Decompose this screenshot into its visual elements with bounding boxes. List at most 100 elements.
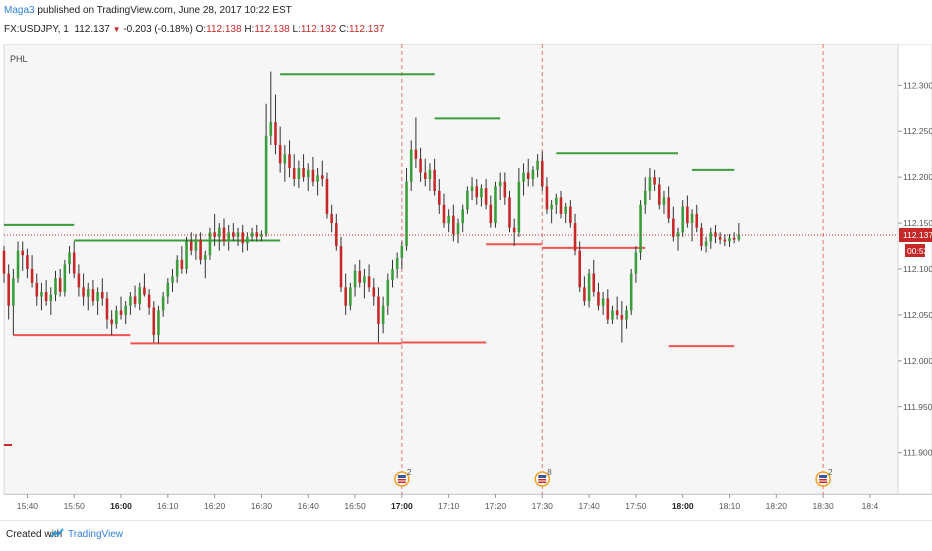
candle-body xyxy=(391,269,394,281)
candle-body xyxy=(68,252,71,265)
candle-body xyxy=(690,213,694,224)
flag-stripe-blue xyxy=(819,475,828,478)
candle-body xyxy=(545,186,549,210)
y-tick-label: 112.300 xyxy=(903,80,932,90)
candle-body xyxy=(583,287,586,302)
candle-body xyxy=(732,237,736,240)
candle-body xyxy=(597,291,600,306)
candle-body xyxy=(587,273,591,302)
candle-body xyxy=(166,282,170,297)
footer: Created with TradingView xyxy=(0,520,932,551)
plot-area[interactable] xyxy=(3,44,899,495)
candle-body xyxy=(82,287,85,297)
y-tick-label: 112.100 xyxy=(903,264,932,274)
candle-body xyxy=(470,186,474,191)
candle-body xyxy=(540,160,544,187)
candle-body xyxy=(512,227,516,233)
candle-body xyxy=(325,179,329,214)
x-tick-label: 17:30 xyxy=(532,501,554,511)
candlestick-chart[interactable]: PHL 112.300112.250112.200112.150112.1001… xyxy=(0,44,932,520)
candle-body xyxy=(667,197,670,219)
candle-body xyxy=(157,310,160,336)
last-price-marker: 112.137 00:52 xyxy=(4,228,932,258)
candle-body xyxy=(555,197,558,205)
candle-body xyxy=(316,175,319,182)
candle-body xyxy=(7,273,10,306)
candle-body xyxy=(611,310,614,320)
pivot-levels xyxy=(4,73,735,348)
low-value: 112.132 xyxy=(300,24,337,35)
candle-body xyxy=(49,294,53,302)
candle-body xyxy=(489,204,493,224)
candle-body xyxy=(171,276,174,283)
x-tick-label: 17:10 xyxy=(438,501,460,511)
flag-stripe-red xyxy=(538,479,547,481)
low-label: L: xyxy=(292,24,301,35)
chart-header: Maga3 published on TradingView.com, June… xyxy=(0,0,932,44)
candle-body xyxy=(35,282,39,297)
flag-stripe-blue xyxy=(538,475,547,478)
candle-body xyxy=(381,305,385,325)
x-tick-label: 18:10 xyxy=(719,501,741,511)
x-tick-label: 16:30 xyxy=(251,501,273,511)
candle-body xyxy=(227,232,230,242)
candle-body xyxy=(686,206,689,224)
change-value: -0.203 (-0.18%) xyxy=(123,24,193,35)
candle-body xyxy=(12,278,15,306)
candle-body xyxy=(175,259,179,277)
candle-body xyxy=(40,291,43,297)
close-value: 112.137 xyxy=(349,24,385,35)
flag-stripe-red xyxy=(538,481,547,483)
candle-body xyxy=(634,252,638,274)
candle-body xyxy=(218,227,221,237)
candle-body xyxy=(658,184,661,205)
candle-body xyxy=(119,310,123,315)
candle-body xyxy=(438,190,441,205)
symbol-label[interactable]: FX:USDJPY, 1 xyxy=(4,24,69,35)
candle-body xyxy=(648,177,652,191)
created-with-label: Created with xyxy=(6,529,63,540)
candle-body xyxy=(639,204,642,253)
y-tick-label: 112.200 xyxy=(903,172,932,182)
candle-body xyxy=(297,167,301,179)
candle-body xyxy=(208,232,212,256)
candle-body xyxy=(704,241,708,247)
candle-body xyxy=(63,264,67,292)
candle-body xyxy=(232,232,235,237)
time-scale[interactable] xyxy=(4,494,898,518)
tradingview-brand[interactable]: TradingView xyxy=(68,529,124,540)
candle-body xyxy=(330,213,333,224)
candle-body xyxy=(414,149,418,159)
flag-stripe-blue xyxy=(397,475,406,478)
candle-body xyxy=(452,215,455,235)
candle-body xyxy=(133,296,137,304)
high-label: H: xyxy=(244,24,255,35)
x-tick-label: 16:20 xyxy=(204,501,226,511)
candle-body xyxy=(260,234,263,237)
x-tick-label: 17:40 xyxy=(578,501,600,511)
candle-body xyxy=(115,310,118,325)
candle-body xyxy=(72,252,76,274)
x-tick-label: 16:50 xyxy=(344,501,366,511)
candle-body xyxy=(101,291,104,299)
candle-body xyxy=(138,287,142,304)
author-link[interactable]: Maga3 xyxy=(4,5,35,16)
tradingview-logo-icon[interactable] xyxy=(50,528,64,540)
countdown-tag xyxy=(905,244,925,258)
published-text: published on TradingView.com, June 28, 2… xyxy=(37,5,292,16)
event-count: 8 xyxy=(547,468,552,477)
candle-body xyxy=(306,169,310,178)
y-tick-label: 111.950 xyxy=(903,402,932,412)
x-tick-label: 18:30 xyxy=(812,501,834,511)
flag-stripe-red xyxy=(819,479,828,481)
candle-body xyxy=(161,296,165,311)
candle-body xyxy=(30,269,34,283)
x-tick-label: 15:40 xyxy=(17,501,39,511)
candle-body xyxy=(283,154,287,164)
close-label: C: xyxy=(339,24,350,35)
candle-body xyxy=(311,169,315,182)
candle-body xyxy=(335,223,338,247)
x-tick-label: 16:10 xyxy=(157,501,179,511)
y-tick-label: 111.900 xyxy=(903,448,932,458)
last-price: 112.137 xyxy=(74,24,110,35)
